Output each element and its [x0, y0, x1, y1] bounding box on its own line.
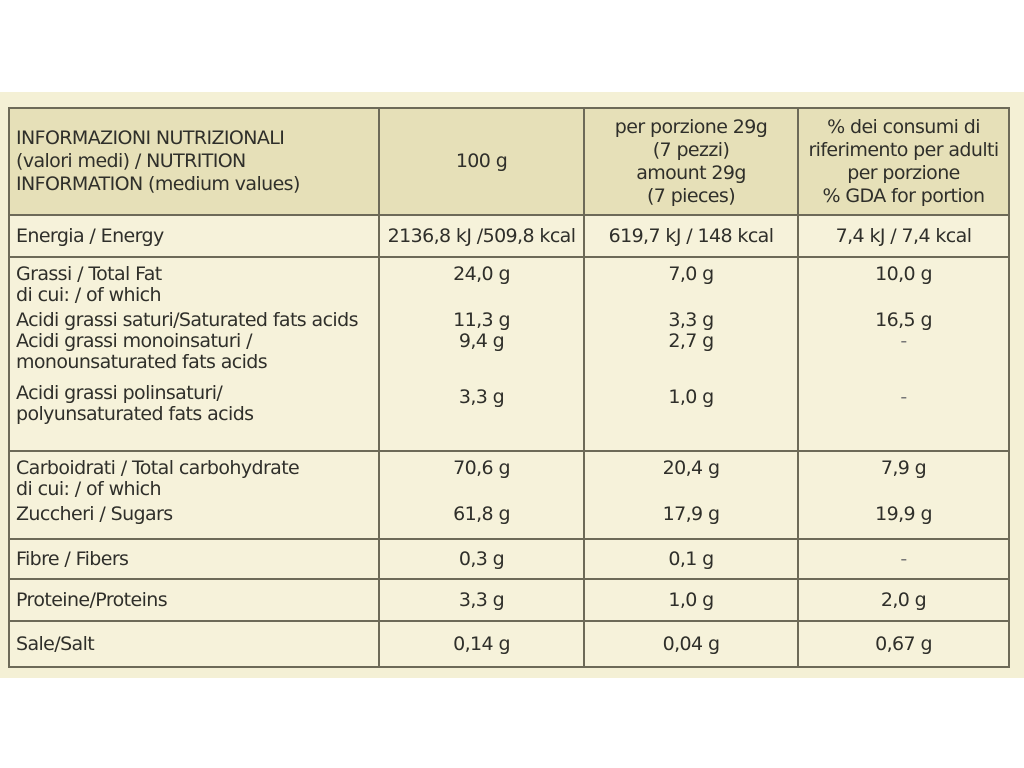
fat-poly-label-1: Acidi grassi polinsaturi/ [16, 382, 223, 404]
fat-saturated-label: Acidi grassi saturi/Saturated fats acids [16, 309, 358, 331]
energy-portion: 619,7 kJ / 148 kcal [583, 214, 799, 258]
fat-saturated-portion: 3,3 g [668, 309, 714, 331]
fat-total-per100: 24,0 g [453, 263, 510, 285]
fibers-portion: 0,1 g [583, 538, 799, 580]
energy-gda: 7,4 kJ / 7,4 kcal [797, 214, 1010, 258]
fat-mono-portion: 2,7 g [668, 330, 714, 352]
proteins-gda: 2,0 g [797, 578, 1010, 622]
fat-poly-label-2: polyunsaturated fats acids [16, 403, 254, 425]
fat-labels: Grassi / Total Fat di cui: / of which Ac… [8, 256, 380, 452]
fat-poly-portion: 1,0 g [668, 386, 714, 408]
table-header-row: INFORMAZIONI NUTRIZIONALI (valori medi) … [8, 107, 1010, 216]
carb-total-gda: 7,9 g [880, 457, 927, 479]
table-row-energy: Energia / Energy 2136,8 kJ /509,8 kcal 6… [8, 214, 1010, 258]
fat-mono-gda: - [900, 330, 907, 352]
carb-of-which-label: di cui: / of which [16, 478, 162, 500]
carb-total-label: Carboidrati / Total carbohydrate [16, 457, 300, 479]
header-nutrition-information: INFORMAZIONI NUTRIZIONALI (valori medi) … [8, 107, 380, 216]
proteins-label: Proteine/Proteins [8, 578, 380, 622]
proteins-portion: 1,0 g [583, 578, 799, 622]
carb-sugars-gda: 19,9 g [875, 503, 932, 525]
nutrition-label-panel: INFORMAZIONI NUTRIZIONALI (valori medi) … [0, 92, 1024, 678]
fat-of-which-label: di cui: / of which [16, 284, 162, 306]
fat-mono-per100: 9,4 g [458, 330, 505, 352]
salt-label: Sale/Salt [8, 620, 380, 668]
header-per-portion: per porzione 29g (7 pezzi) amount 29g (7… [583, 107, 799, 216]
carb-portion-values: 20,4 g 17,9 g [583, 450, 799, 540]
nutrition-table: INFORMAZIONI NUTRIZIONALI (valori medi) … [8, 107, 1010, 668]
table-row-fat: Grassi / Total Fat di cui: / of which Ac… [8, 256, 1010, 452]
carb-labels: Carboidrati / Total carbohydrate di cui:… [8, 450, 380, 540]
salt-portion: 0,04 g [583, 620, 799, 668]
fat-mono-label-2: monounsaturated fats acids [16, 351, 268, 373]
fat-per100-values: 24,0 g 11,3 g 9,4 g 3,3 g [378, 256, 585, 452]
fat-poly-gda: - [900, 386, 907, 408]
fat-total-portion: 7,0 g [668, 263, 714, 285]
fat-saturated-gda: 16,5 g [875, 309, 932, 331]
carb-sugars-portion: 17,9 g [662, 503, 720, 525]
proteins-per100: 3,3 g [378, 578, 585, 622]
salt-gda: 0,67 g [797, 620, 1010, 668]
fibers-label: Fibre / Fibers [8, 538, 380, 580]
salt-per100: 0,14 g [378, 620, 585, 668]
carb-per100-values: 70,6 g 61,8 g [378, 450, 585, 540]
fibers-per100: 0,3 g [378, 538, 585, 580]
fat-mono-label-1: Acidi grassi monoinsaturi / [16, 330, 252, 352]
fat-gda-values: 10,0 g 16,5 g - - [797, 256, 1010, 452]
carb-total-per100: 70,6 g [453, 457, 510, 479]
carb-gda-values: 7,9 g 19,9 g [797, 450, 1010, 540]
energy-per100: 2136,8 kJ /509,8 kcal [378, 214, 585, 258]
header-per-100g: 100 g [378, 107, 585, 216]
fibers-gda: - [797, 538, 1010, 580]
table-row-proteins: Proteine/Proteins 3,3 g 1,0 g 2,0 g [8, 578, 1010, 622]
carb-total-portion: 20,4 g [662, 457, 720, 479]
fat-saturated-per100: 11,3 g [453, 309, 510, 331]
table-row-carbohydrate: Carboidrati / Total carbohydrate di cui:… [8, 450, 1010, 540]
table-row-salt: Sale/Salt 0,14 g 0,04 g 0,67 g [8, 620, 1010, 668]
fat-portion-values: 7,0 g 3,3 g 2,7 g 1,0 g [583, 256, 799, 452]
energy-label: Energia / Energy [8, 214, 380, 258]
header-gda-percent: % dei consumi di riferimento per adulti … [797, 107, 1010, 216]
table-row-fibers: Fibre / Fibers 0,3 g 0,1 g - [8, 538, 1010, 580]
carb-sugars-label: Zuccheri / Sugars [16, 503, 173, 525]
fat-total-label: Grassi / Total Fat [16, 263, 162, 285]
fat-poly-per100: 3,3 g [458, 386, 505, 408]
carb-sugars-per100: 61,8 g [453, 503, 510, 525]
fat-total-gda: 10,0 g [875, 263, 932, 285]
